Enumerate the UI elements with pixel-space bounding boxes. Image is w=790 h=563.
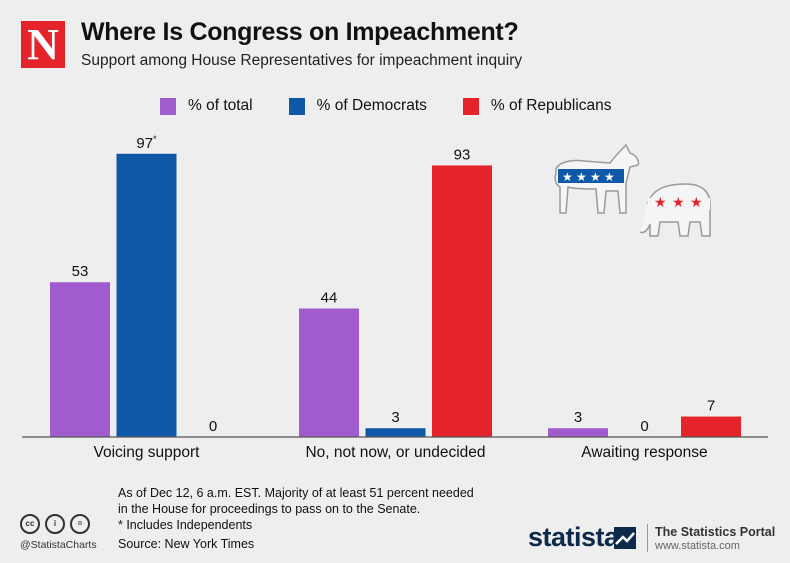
portal-url[interactable]: www.statista.com bbox=[655, 540, 740, 552]
republican-elephant-icon: ★ ★ ★ bbox=[639, 183, 711, 237]
bar-total-3 bbox=[548, 428, 608, 437]
value-label-total-3: 3 bbox=[574, 409, 582, 426]
bar-total-1 bbox=[50, 282, 110, 437]
chart-subtitle: Support among House Representatives for … bbox=[81, 52, 523, 69]
cc-icon[interactable]: cc bbox=[20, 514, 40, 534]
bar-republicans-2 bbox=[432, 165, 492, 437]
newsweek-logo: N bbox=[21, 21, 65, 68]
democrat-donkey-icon: ★ ★ ★ ★ bbox=[554, 143, 640, 214]
legend: % of total % of Democrats % of Republica… bbox=[160, 97, 648, 115]
svg-text:★: ★ bbox=[590, 170, 601, 184]
category-label-2: No, not now, or undecided bbox=[305, 444, 485, 461]
footer-divider bbox=[647, 524, 648, 552]
value-label-republicans-1: 0 bbox=[209, 418, 217, 435]
footnote: As of Dec 12, 6 a.m. EST. Majority of at… bbox=[118, 485, 474, 533]
svg-text:★: ★ bbox=[654, 195, 667, 211]
value-label-total-1: 53 bbox=[72, 263, 89, 280]
value-label-republicans-2: 93 bbox=[454, 146, 471, 163]
legend-swatch-republicans bbox=[462, 97, 479, 115]
legend-item-total: % of total bbox=[160, 97, 253, 115]
value-label-republicans-3: 7 bbox=[707, 398, 715, 415]
statista-logo[interactable]: statista bbox=[528, 522, 619, 552]
category-label-3: Awaiting response bbox=[581, 444, 707, 461]
bar-democrats-1 bbox=[116, 153, 177, 437]
source-note: Source: New York Times bbox=[118, 537, 255, 551]
footnote-line: As of Dec 12, 6 a.m. EST. Majority of at… bbox=[118, 486, 474, 500]
bar-democrats-2 bbox=[365, 428, 426, 437]
bar-total-2 bbox=[299, 308, 359, 437]
no-derivatives-icon[interactable]: = bbox=[70, 514, 90, 534]
legend-item-democrats: % of Democrats bbox=[288, 97, 427, 115]
value-label-group: 53 97* 0 44 3 93 3 0 7 bbox=[72, 134, 716, 435]
value-label-total-2: 44 bbox=[321, 290, 338, 307]
value-label-democrats-2: 3 bbox=[391, 409, 399, 426]
bar-republicans-3 bbox=[681, 416, 741, 437]
portal-title: The Statistics Portal bbox=[655, 525, 776, 539]
legend-label-democrats: % of Democrats bbox=[316, 97, 427, 114]
footnote-line: in the House for proceedings to pass on … bbox=[118, 502, 421, 516]
svg-text:★: ★ bbox=[604, 170, 615, 184]
value-label-democrats-1: 97* bbox=[136, 134, 157, 152]
svg-text:★: ★ bbox=[672, 195, 685, 211]
category-label-1: Voicing support bbox=[94, 444, 201, 461]
license-icons[interactable]: cc i = bbox=[20, 514, 95, 534]
footnote-line: * Includes Independents bbox=[118, 518, 253, 532]
value-label-democrats-3: 0 bbox=[640, 418, 648, 435]
chart-title: Where Is Congress on Impeachment? bbox=[81, 18, 519, 46]
legend-swatch-total bbox=[160, 97, 176, 115]
legend-label-total: % of total bbox=[188, 97, 253, 114]
legend-item-republicans: % of Republicans bbox=[462, 97, 612, 115]
legend-label-republicans: % of Republicans bbox=[490, 97, 612, 114]
attribution-icon[interactable]: i bbox=[45, 514, 65, 534]
svg-text:★: ★ bbox=[562, 170, 573, 184]
svg-text:★: ★ bbox=[690, 195, 703, 211]
statista-logo-icon bbox=[614, 527, 636, 549]
svg-text:★: ★ bbox=[576, 170, 587, 184]
category-label-group: Voicing support No, not now, or undecided… bbox=[94, 444, 708, 461]
legend-swatch-democrats bbox=[288, 97, 305, 115]
twitter-handle[interactable]: @StatistaCharts bbox=[20, 539, 97, 551]
bar-group bbox=[50, 153, 741, 437]
